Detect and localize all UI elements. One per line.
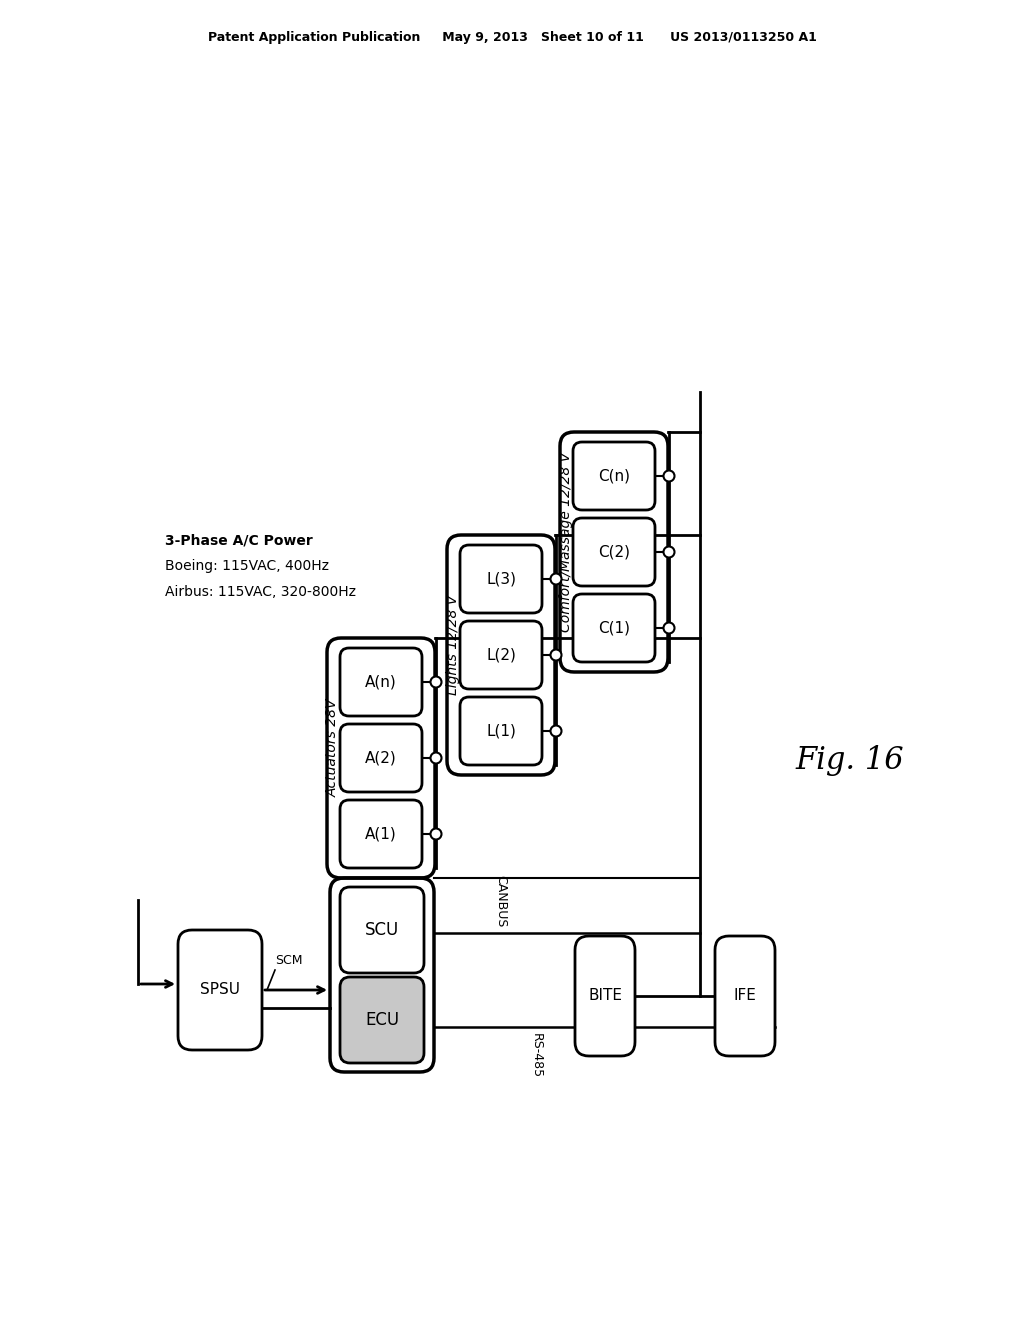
Text: A(1): A(1)	[366, 826, 397, 842]
FancyBboxPatch shape	[460, 697, 542, 766]
Text: C(n): C(n)	[598, 469, 630, 483]
FancyBboxPatch shape	[573, 442, 655, 510]
FancyBboxPatch shape	[340, 977, 424, 1063]
Text: L(1): L(1)	[486, 723, 516, 738]
Text: 3-Phase A/C Power: 3-Phase A/C Power	[165, 533, 312, 546]
Circle shape	[430, 829, 441, 840]
Text: L(2): L(2)	[486, 648, 516, 663]
Text: RS-485: RS-485	[529, 1034, 543, 1078]
Circle shape	[664, 546, 675, 557]
FancyBboxPatch shape	[340, 648, 422, 715]
FancyBboxPatch shape	[573, 517, 655, 586]
Circle shape	[551, 649, 561, 660]
Circle shape	[551, 573, 561, 585]
Text: ECU: ECU	[365, 1011, 399, 1030]
FancyBboxPatch shape	[715, 936, 775, 1056]
FancyBboxPatch shape	[460, 620, 542, 689]
Text: L(3): L(3)	[486, 572, 516, 586]
Text: C(1): C(1)	[598, 620, 630, 635]
Circle shape	[664, 470, 675, 482]
FancyBboxPatch shape	[340, 723, 422, 792]
FancyBboxPatch shape	[575, 936, 635, 1056]
Circle shape	[664, 623, 675, 634]
Text: A(2): A(2)	[366, 751, 397, 766]
Text: Patent Application Publication     May 9, 2013   Sheet 10 of 11      US 2013/011: Patent Application Publication May 9, 20…	[208, 32, 816, 45]
FancyBboxPatch shape	[340, 887, 424, 973]
Text: SPSU: SPSU	[200, 982, 240, 998]
Circle shape	[551, 726, 561, 737]
Text: Airbus: 115VAC, 320-800Hz: Airbus: 115VAC, 320-800Hz	[165, 585, 356, 599]
Text: Fig. 16: Fig. 16	[796, 744, 904, 776]
Text: SCM: SCM	[275, 954, 302, 968]
Text: C(2): C(2)	[598, 544, 630, 560]
Text: IFE: IFE	[733, 989, 757, 1003]
FancyBboxPatch shape	[573, 594, 655, 663]
FancyBboxPatch shape	[340, 800, 422, 869]
Text: Lights 12/28 V: Lights 12/28 V	[446, 595, 460, 696]
Text: Actuators 28V: Actuators 28V	[326, 698, 340, 797]
Circle shape	[430, 676, 441, 688]
Text: BITE: BITE	[588, 989, 622, 1003]
FancyBboxPatch shape	[460, 545, 542, 612]
Text: A(n): A(n)	[366, 675, 397, 689]
Text: SCU: SCU	[365, 921, 399, 939]
Text: Boeing: 115VAC, 400Hz: Boeing: 115VAC, 400Hz	[165, 558, 329, 573]
Text: Comfort/Massage 12/28 V: Comfort/Massage 12/28 V	[559, 451, 573, 632]
Circle shape	[430, 752, 441, 763]
Text: CANBUS: CANBUS	[494, 875, 507, 927]
FancyBboxPatch shape	[178, 931, 262, 1049]
